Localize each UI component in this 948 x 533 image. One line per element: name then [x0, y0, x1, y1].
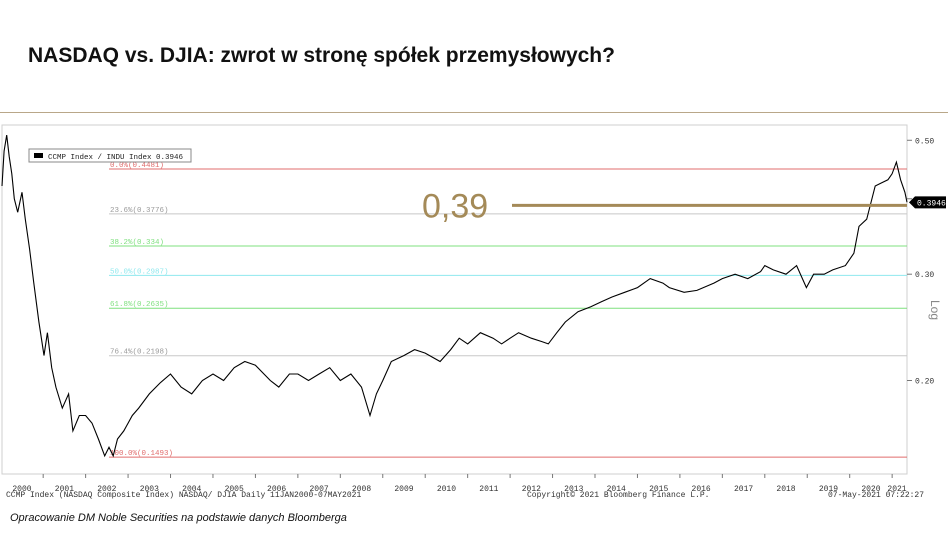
series-line [1, 135, 908, 458]
x-tick-label: 2008 [352, 485, 371, 494]
footer-source: CCMP Index (NASDAQ Composite Index) NASD… [6, 491, 362, 500]
source-note: Opracowanie DM Noble Securities na podst… [10, 512, 347, 524]
fib-level-label: 23.6%(0.3776) [110, 207, 169, 215]
fib-level-label: 76.4%(0.2198) [110, 349, 169, 357]
y-axis-scale-label: Log [928, 300, 942, 320]
x-tick-label: 2021 [887, 485, 906, 494]
y-tick-label: 0.30 [915, 271, 934, 280]
legend-label: CCMP Index / INDU Index 0.3946 [48, 154, 184, 162]
x-axis: 2000 2001 2002 2003 2004 2005 2006 2007 2008 2009… [12, 474, 907, 494]
x-tick-label: 2013 [564, 485, 583, 494]
footer-timestamp: 07-May-2021 07:22:27 [828, 491, 925, 500]
x-tick-label: 2003 [140, 485, 159, 494]
fib-level-label: 100.0%(0.1493) [110, 450, 173, 458]
x-tick-label: 2018 [776, 485, 795, 494]
legend-box [28, 148, 192, 163]
annotation-label: 0,39 [422, 187, 488, 225]
x-tick-label: 2017 [734, 485, 753, 494]
x-tick-label: 2001 [55, 485, 74, 494]
x-tick-label: 2005 [225, 485, 244, 494]
x-tick-label: 2004 [182, 485, 201, 494]
x-tick-label: 2020 [861, 485, 880, 494]
x-tick-label: 2016 [692, 485, 711, 494]
x-tick-label: 2002 [97, 485, 116, 494]
x-tick-label: 2019 [819, 485, 838, 494]
fib-level-label: 61.8%(0.2635) [110, 301, 169, 309]
x-tick-label: 2000 [12, 485, 31, 494]
y-tick-label: 0.50 [915, 137, 934, 146]
x-tick-label: 2006 [267, 485, 286, 494]
plot-area [1, 124, 908, 475]
last-value-marker: 0.3946 [909, 196, 946, 209]
fib-level-label: 38.2%(0.334) [110, 239, 164, 247]
fib-level-label: 0.0%(0.4481) [110, 162, 164, 170]
footer-copyright: Copyright© 2021 Bloomberg Finance L.P. [527, 491, 710, 500]
x-tick-label: 2011 [479, 485, 498, 494]
legend-swatch [34, 153, 43, 158]
panel-divider [0, 112, 948, 113]
y-tick-label: 0.20 [915, 377, 934, 386]
last-value-box [909, 196, 946, 209]
y-axis: 0.500.400.300.20 [907, 137, 934, 386]
x-tick-label: 2015 [649, 485, 668, 494]
page-title: NASDAQ vs. DJIA: zwrot w stronę spółek p… [28, 44, 615, 67]
legend: CCMP Index / INDU Index 0.3946 [28, 148, 192, 163]
x-tick-label: 2007 [309, 485, 328, 494]
x-tick-label: 2010 [437, 485, 456, 494]
fibonacci-levels: 0.0%(0.4481) 23.6%(0.3776) 38.2%(0.334) 50.… [109, 162, 907, 458]
x-tick-label: 2014 [607, 485, 626, 494]
last-value-label: 0.3946 [917, 199, 946, 208]
fib-level-label: 50.0%(0.2987) [110, 268, 169, 276]
x-tick-label: 2012 [522, 485, 541, 494]
x-tick-label: 2009 [394, 485, 413, 494]
